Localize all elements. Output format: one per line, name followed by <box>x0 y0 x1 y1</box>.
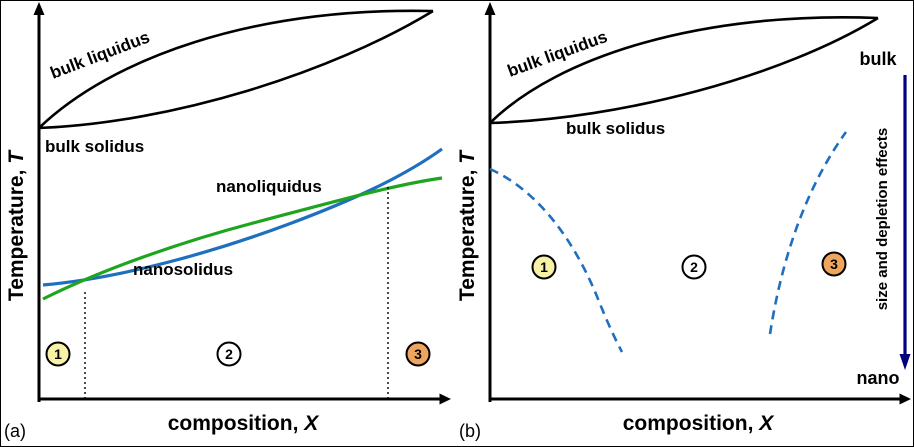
bulk-liquidus-curve <box>38 9 434 129</box>
bulk-solidus-curve <box>38 9 434 130</box>
nanoliquidus-label: nanoliquidus <box>216 177 322 196</box>
bulk-liquidus-curve <box>489 16 879 124</box>
region-3-number: 3 <box>414 346 422 362</box>
region-1-circle <box>45 341 71 367</box>
region-3-marker: 3 <box>405 341 431 367</box>
region-2-number: 2 <box>690 259 698 275</box>
x-axis-label: composition, X <box>168 412 321 435</box>
region-2-number: 2 <box>225 346 233 362</box>
region-3-circle <box>405 341 431 367</box>
y-axis-label-main: Temperature, <box>458 164 479 301</box>
x-axis-label-var: X <box>303 412 320 435</box>
region-1-number: 1 <box>54 346 62 362</box>
x-axis-arrow-icon <box>439 393 451 405</box>
nanosolidus-curve <box>42 147 443 287</box>
bulk-solidus-curve <box>489 16 879 125</box>
nanosolidus-label: nanosolidus <box>133 260 233 279</box>
y-axis-arrow-icon <box>33 2 45 15</box>
region-1-marker: 1 <box>531 254 557 280</box>
y-axis-label-var: T <box>5 149 28 164</box>
y-axis-label-main: Temperature, <box>5 164 28 301</box>
region-2-marker: 2 <box>216 341 242 367</box>
x-axis-arrow-icon <box>899 393 911 405</box>
panel-a-tag: (a) <box>4 421 26 441</box>
y-axis-label: Temperature, T <box>458 149 479 301</box>
nano-side-label: nano <box>857 368 900 388</box>
region-2-marker: 2 <box>681 254 707 280</box>
nano-boundary-right-dashed-curve <box>768 131 848 335</box>
region-1-number: 1 <box>540 259 548 275</box>
panel-a: bulk liquidus bulk solidus nanoliquidus … <box>4 2 451 441</box>
nanoliquidus-curve <box>42 176 443 301</box>
bulk-liquidus-label: bulk liquidus <box>505 27 610 81</box>
region-2-circle <box>681 254 707 280</box>
panel-b: bulk liquidus bulk solidus 1 2 3 bulk na… <box>458 2 911 441</box>
region-1-circle <box>531 254 557 280</box>
region-3-number: 3 <box>830 256 838 272</box>
region-3-marker: 3 <box>821 251 847 277</box>
panel-b-tag: (b) <box>459 421 481 441</box>
region-2-circle <box>216 341 242 367</box>
y-axis-arrow-icon <box>484 2 496 15</box>
y-axis-label-var: T <box>458 149 479 164</box>
x-axis-label-main: composition, <box>168 412 305 435</box>
size-depletion-arrowhead-icon <box>899 354 911 370</box>
y-axis-label: Temperature, T <box>5 149 28 301</box>
region-3-circle <box>821 251 847 277</box>
bulk-liquidus-label: bulk liquidus <box>48 27 153 82</box>
x-axis-label-main: composition, <box>623 412 760 435</box>
bulk-side-label: bulk <box>859 49 897 69</box>
nano-boundary-left-dashed-curve <box>489 167 624 353</box>
x-axis-label-var: X <box>758 412 775 435</box>
region-1-marker: 1 <box>45 341 71 367</box>
size-depletion-arrow-label: size and depletion effects <box>874 128 891 311</box>
x-axis-label: composition, X <box>623 412 776 435</box>
bulk-solidus-label: bulk solidus <box>566 119 665 138</box>
bulk-solidus-label: bulk solidus <box>45 137 144 156</box>
